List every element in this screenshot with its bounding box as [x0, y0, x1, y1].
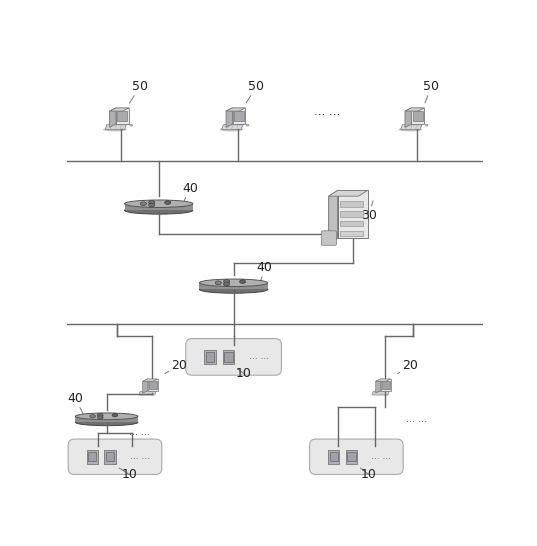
Polygon shape	[110, 108, 116, 127]
Ellipse shape	[199, 279, 268, 287]
Text: 10: 10	[119, 468, 137, 481]
Text: ... ...: ... ...	[314, 105, 340, 118]
Polygon shape	[234, 111, 244, 121]
Polygon shape	[382, 381, 389, 389]
Ellipse shape	[125, 200, 193, 207]
FancyBboxPatch shape	[106, 452, 114, 461]
Polygon shape	[376, 379, 381, 393]
Ellipse shape	[149, 203, 155, 207]
Text: 40: 40	[182, 182, 198, 202]
Polygon shape	[149, 381, 156, 389]
FancyBboxPatch shape	[186, 339, 281, 375]
Polygon shape	[86, 450, 98, 464]
Polygon shape	[405, 108, 411, 127]
FancyBboxPatch shape	[309, 439, 403, 474]
Text: ... ...: ... ...	[129, 427, 150, 437]
Text: 50: 50	[423, 80, 439, 103]
Polygon shape	[110, 108, 129, 111]
Text: 30: 30	[361, 201, 377, 222]
Polygon shape	[381, 379, 391, 391]
Text: 40: 40	[68, 392, 84, 415]
Polygon shape	[117, 111, 127, 121]
Polygon shape	[125, 204, 193, 210]
Ellipse shape	[215, 281, 221, 284]
Polygon shape	[205, 349, 216, 364]
FancyBboxPatch shape	[88, 452, 96, 461]
Ellipse shape	[240, 280, 246, 283]
Polygon shape	[376, 379, 391, 381]
Ellipse shape	[98, 416, 103, 419]
Polygon shape	[329, 191, 338, 244]
Polygon shape	[346, 450, 357, 464]
Ellipse shape	[398, 128, 422, 132]
FancyBboxPatch shape	[340, 221, 362, 226]
Text: ... ...: ... ...	[249, 352, 268, 361]
Ellipse shape	[103, 128, 127, 132]
FancyBboxPatch shape	[347, 452, 355, 461]
FancyBboxPatch shape	[330, 452, 338, 461]
Text: 40: 40	[257, 261, 273, 281]
Polygon shape	[223, 349, 235, 364]
Ellipse shape	[75, 419, 138, 426]
FancyBboxPatch shape	[224, 352, 233, 361]
Text: ... ...: ... ...	[129, 452, 150, 461]
Polygon shape	[372, 391, 389, 395]
Polygon shape	[401, 124, 422, 129]
FancyBboxPatch shape	[340, 231, 362, 236]
Ellipse shape	[75, 413, 138, 420]
Polygon shape	[233, 108, 245, 124]
Polygon shape	[226, 108, 233, 127]
Text: ... ...: ... ...	[406, 414, 427, 424]
Polygon shape	[328, 450, 339, 464]
Polygon shape	[329, 191, 368, 196]
Text: 20: 20	[398, 359, 418, 373]
Text: 50: 50	[129, 80, 148, 103]
Polygon shape	[411, 108, 424, 124]
Ellipse shape	[223, 282, 230, 286]
Polygon shape	[139, 391, 156, 395]
FancyBboxPatch shape	[338, 191, 368, 238]
FancyBboxPatch shape	[322, 231, 337, 245]
Polygon shape	[148, 379, 158, 391]
Ellipse shape	[112, 413, 118, 417]
FancyBboxPatch shape	[206, 352, 214, 361]
Ellipse shape	[425, 124, 428, 126]
Text: 10: 10	[360, 468, 377, 481]
Polygon shape	[116, 108, 129, 124]
Polygon shape	[226, 108, 245, 111]
Ellipse shape	[149, 200, 155, 204]
Ellipse shape	[140, 202, 147, 206]
Polygon shape	[405, 108, 424, 111]
Polygon shape	[104, 450, 116, 464]
Polygon shape	[105, 124, 126, 129]
Polygon shape	[412, 111, 423, 121]
Ellipse shape	[98, 413, 103, 417]
Polygon shape	[75, 416, 138, 422]
Text: 20: 20	[165, 359, 187, 373]
FancyBboxPatch shape	[340, 211, 362, 217]
Text: 10: 10	[236, 367, 252, 380]
Ellipse shape	[165, 201, 171, 204]
Polygon shape	[143, 379, 158, 381]
Ellipse shape	[246, 124, 249, 126]
Text: ... ...: ... ...	[371, 452, 391, 461]
FancyBboxPatch shape	[340, 201, 362, 207]
FancyBboxPatch shape	[68, 439, 162, 474]
Ellipse shape	[90, 414, 96, 418]
Ellipse shape	[223, 280, 230, 283]
Polygon shape	[199, 283, 268, 289]
Polygon shape	[143, 379, 148, 393]
Ellipse shape	[199, 286, 268, 293]
Polygon shape	[222, 124, 243, 129]
Ellipse shape	[220, 128, 243, 132]
Text: 50: 50	[246, 80, 265, 103]
Ellipse shape	[125, 206, 193, 214]
Ellipse shape	[130, 124, 133, 126]
